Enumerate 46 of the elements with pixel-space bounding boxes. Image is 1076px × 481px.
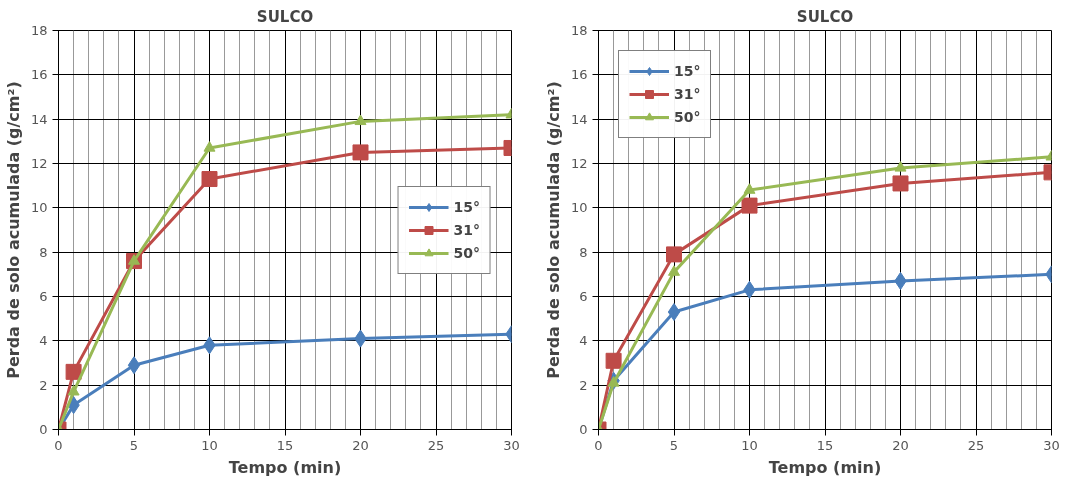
chart-title: SULCO [796, 7, 854, 26]
y-tick-label: 16 [570, 67, 588, 83]
y-tick-label: 4 [39, 333, 48, 349]
y-tick-label: 18 [30, 23, 48, 38]
x-tick-label: 15 [816, 437, 834, 453]
y-tick-label: 8 [39, 244, 48, 260]
y-tick-label: 14 [570, 111, 588, 127]
x-tick-label: 20 [352, 437, 369, 453]
x-tick-label: 20 [892, 437, 909, 453]
y-axis-title: Perda de solo acumulada (g/cm²) [543, 81, 563, 379]
x-tick-label: 10 [741, 437, 758, 453]
y-tick-label: 10 [570, 200, 588, 216]
y-tick-label: 10 [30, 200, 48, 216]
x-tick-label: 5 [129, 437, 139, 453]
y-tick-label: 18 [570, 23, 588, 38]
y-tick-label: 2 [39, 377, 48, 393]
x-tick-label: 30 [503, 437, 520, 453]
y-tick-label: 12 [570, 156, 588, 171]
x-tick-label: 0 [54, 437, 63, 453]
y-tick-label: 4 [579, 333, 588, 349]
y-tick-label: 16 [30, 67, 48, 83]
x-tick-label: 25 [967, 437, 985, 453]
y-tick-label: 8 [579, 244, 588, 260]
chart-title: SULCO [256, 7, 314, 26]
x-axis-title: Tempo (min) [228, 457, 342, 477]
legend-label: 15° [453, 198, 480, 215]
y-axis-title: Perda de solo acumulada (g/cm²) [3, 81, 23, 379]
x-tick-label: 30 [1043, 437, 1060, 453]
x-tick-label: 15 [276, 437, 294, 453]
x-axis-title: Tempo (min) [768, 457, 882, 477]
y-tick-label: 0 [39, 422, 48, 437]
y-tick-label: 2 [579, 377, 588, 393]
y-tick-label: 6 [39, 289, 48, 304]
x-tick-label: 5 [669, 437, 679, 453]
legend-label: 15° [674, 63, 701, 79]
legend-label: 31° [674, 86, 701, 102]
legend-label: 31° [453, 221, 480, 238]
x-tick-label: 25 [427, 437, 445, 453]
x-tick-label: 10 [201, 437, 218, 453]
legend-label: 50° [453, 244, 480, 261]
y-tick-label: 12 [30, 156, 48, 171]
y-tick-label: 14 [30, 111, 48, 127]
legend-label: 50° [674, 109, 701, 125]
x-tick-label: 0 [594, 437, 603, 453]
y-tick-label: 6 [579, 289, 588, 304]
y-tick-label: 0 [579, 422, 588, 437]
